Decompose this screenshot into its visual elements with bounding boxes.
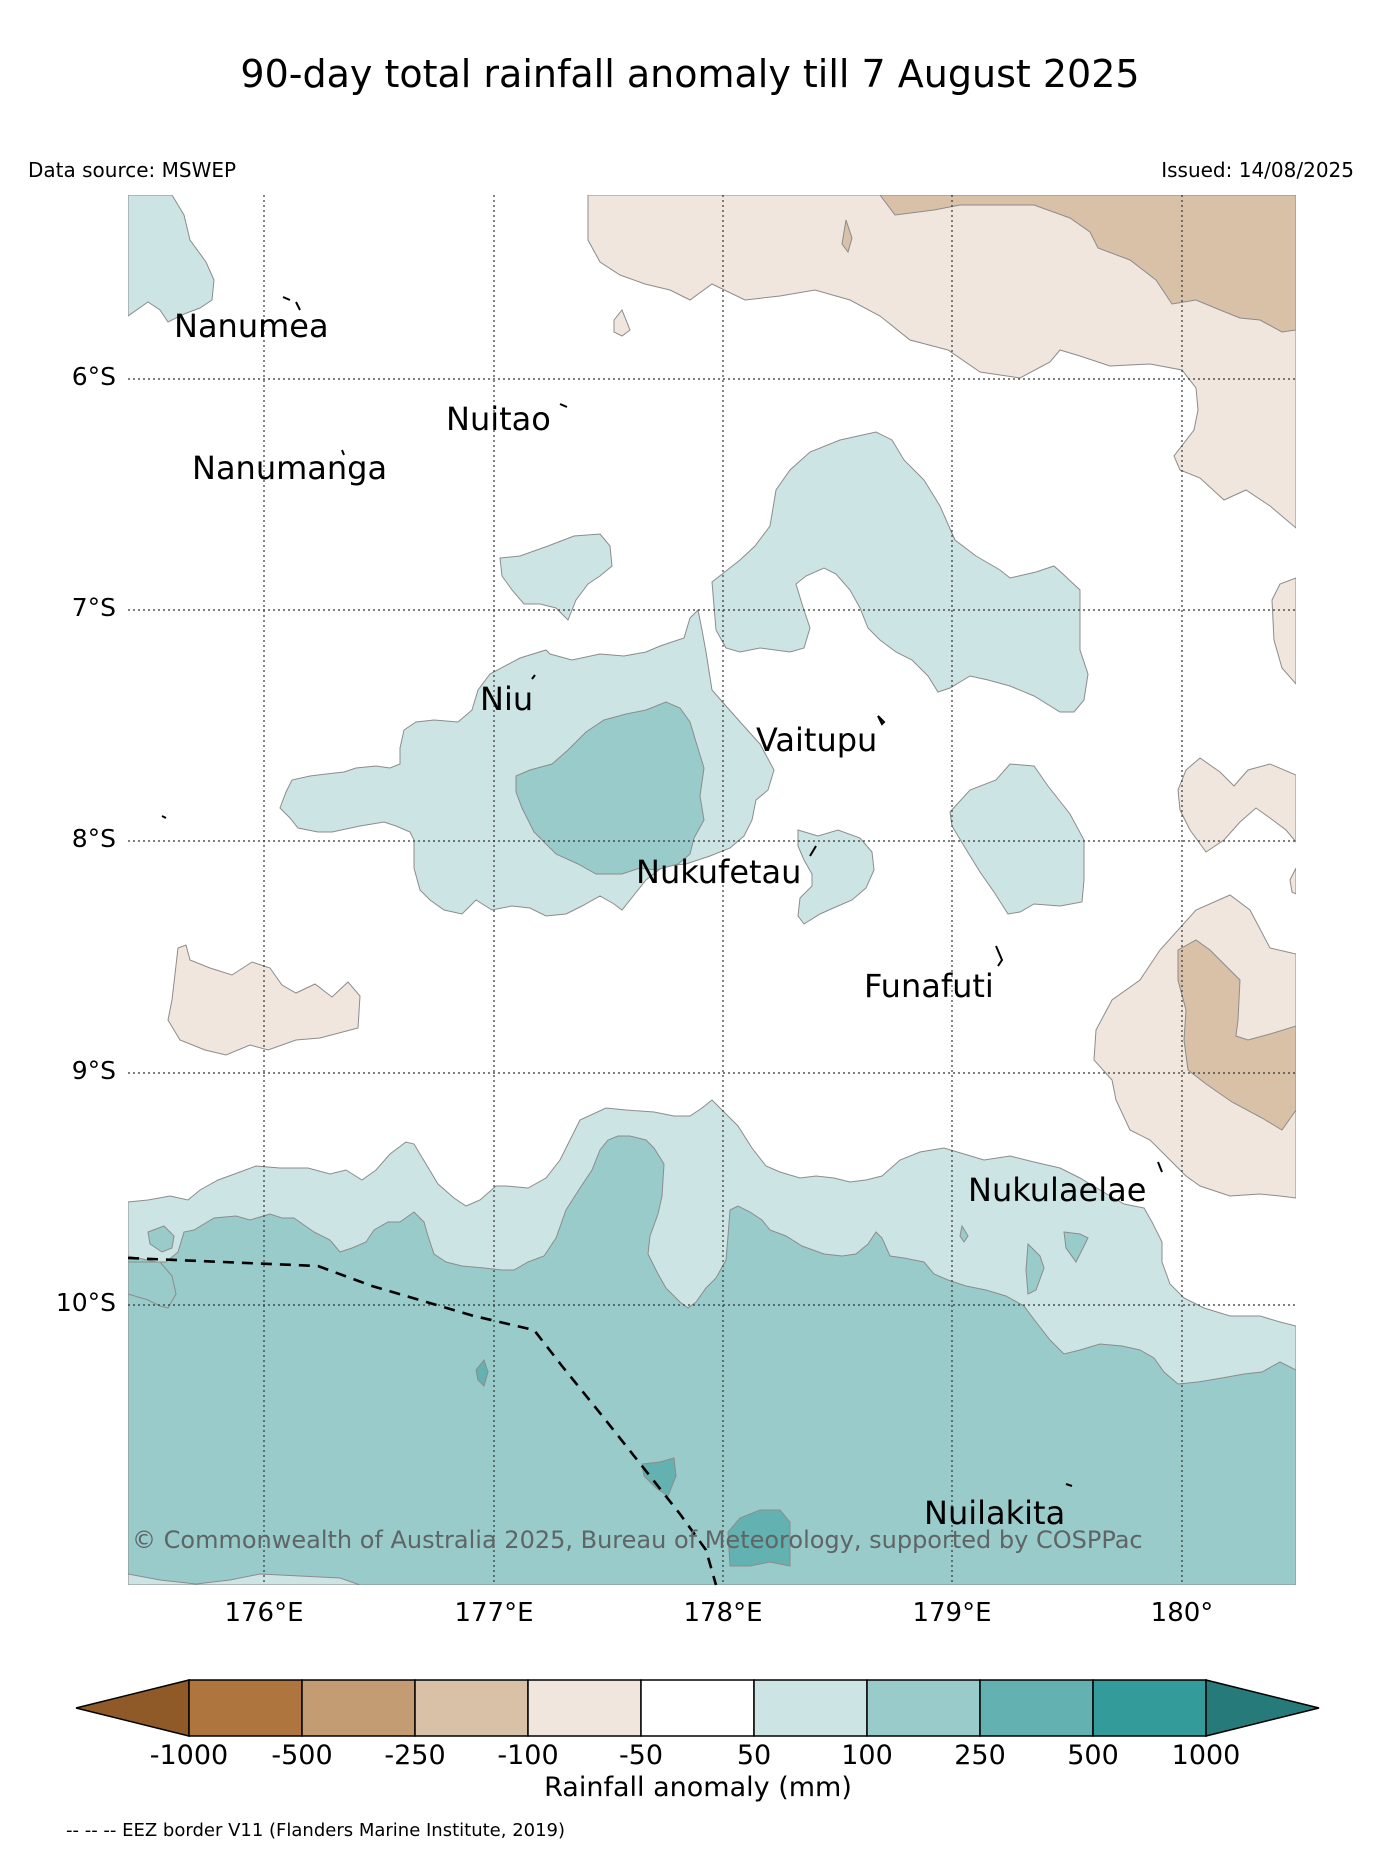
- lon-label-178e: 178°E: [683, 1598, 763, 1628]
- lat-label-7s: 7°S: [71, 593, 116, 622]
- lon-label-176e: 176°E: [224, 1598, 304, 1628]
- anomaly-region-wet-nw: [128, 195, 215, 323]
- nuitao-atoll-mark: [559, 403, 568, 408]
- anomaly-region-wet-strong2: [727, 1509, 791, 1567]
- anomaly-region-wet-sw-core2: [147, 1225, 175, 1253]
- island-label-funafuti: Funafuti: [864, 967, 994, 1005]
- lat-label-6s: 6°S: [71, 362, 116, 391]
- island-shapes: [161, 296, 1163, 1487]
- lon-label-177e: 177°E: [454, 1598, 534, 1628]
- colorbar-tick: -1000: [149, 1740, 229, 1771]
- colorbar-tick: -500: [271, 1740, 333, 1771]
- island-label-vaitupu: Vaitupu: [756, 721, 877, 759]
- nuilakita-atoll-mark: [1065, 1483, 1073, 1487]
- anomaly-region-dry-east-core: [1177, 939, 1296, 1131]
- colorbar-swatch-below-1000: [75, 1679, 190, 1737]
- anomaly-region-wet-small1: [1025, 1242, 1045, 1295]
- lat-label-8s: 8°S: [71, 824, 116, 853]
- map-title: 90-day total rainfall anomaly till 7 Aug…: [240, 52, 1140, 96]
- nanumanga-atoll-mark: [341, 449, 345, 456]
- colorbar-swatch-250-500: [979, 1679, 1094, 1737]
- colorbar-swatch-500-1000: [1092, 1679, 1207, 1737]
- vaitupu-atoll-mark: [877, 715, 886, 726]
- anomaly-region-dry-east2: [1177, 757, 1296, 853]
- anomaly-region-dry-ne: [879, 195, 1296, 333]
- data-source-label: Data source: MSWEP: [28, 158, 237, 182]
- graticule: [128, 195, 1296, 1585]
- anomaly-region-wet-south-core: [128, 1135, 1296, 1585]
- anomaly-region-wet-small2: [1063, 1231, 1089, 1263]
- island-label-niu: Niu: [480, 680, 533, 718]
- colorbar-tick: 250: [954, 1740, 1006, 1771]
- island-label-nanumea: Nanumea: [174, 307, 329, 345]
- island-label-nuilakita: Nuilakita: [924, 1494, 1065, 1532]
- colorbar-swatch-250-100: [414, 1679, 529, 1737]
- niu-atoll-mark: [531, 674, 536, 680]
- anomaly-region-wet-center: [711, 431, 1089, 713]
- island-label-nukufetau: Nukufetau: [636, 853, 801, 891]
- colorbar-swatch-above-1000: [1205, 1679, 1320, 1737]
- anomaly-region-dry-east1: [1271, 577, 1296, 685]
- lon-label-180: 180°: [1150, 1598, 1214, 1628]
- eez-legend-note: -- -- -- EEZ border V11 (Flanders Marine…: [66, 1820, 566, 1841]
- small-islet-mark: [161, 815, 167, 819]
- island-label-nanumanga: Nanumanga: [192, 449, 387, 487]
- anomaly-region-dry-east3: [1289, 867, 1296, 895]
- anomaly-region-wet-strong1: [641, 1457, 677, 1497]
- colorbar-tick: -50: [618, 1740, 664, 1771]
- lat-label-9s: 9°S: [71, 1056, 116, 1085]
- funafuti-atoll-mark: [995, 945, 1004, 967]
- nukulaelae-atoll-mark: [1157, 1161, 1163, 1173]
- anomaly-region-wet-upper-small: [499, 533, 613, 621]
- anomaly-region-wet-small3: [959, 1224, 969, 1243]
- lat-label-10s: 10°S: [55, 1288, 116, 1317]
- colorbar-tick: -100: [497, 1740, 559, 1771]
- colorbar-swatch-50-100: [753, 1679, 868, 1737]
- copyright-notice: © Commonwealth of Australia 2025, Bureau…: [132, 1526, 1143, 1554]
- colorbar-tick: 100: [841, 1740, 893, 1771]
- anomaly-region-wet-sw-core: [128, 1261, 177, 1309]
- colorbar: [75, 1679, 1320, 1737]
- anomaly-region-dry-north: [587, 195, 1296, 529]
- colorbar-tick: 50: [736, 1740, 772, 1771]
- colorbar-tick: 1000: [1171, 1740, 1241, 1771]
- colorbar-swatch-500-250: [301, 1679, 416, 1737]
- colorbar-tick: 500: [1067, 1740, 1119, 1771]
- colorbar-title: Rainfall anomaly (mm): [544, 1772, 852, 1803]
- lon-label-179e: 179°E: [912, 1598, 992, 1628]
- colorbar-swatch-1000-500: [188, 1679, 303, 1737]
- eez-border-line: [127, 1256, 718, 1586]
- anomaly-region-dry-north-small: [613, 309, 631, 337]
- nanumea-atoll-mark: [282, 296, 301, 311]
- anomaly-region-wet-niu-core: [515, 701, 705, 875]
- colorbar-swatch-100-50: [527, 1679, 642, 1737]
- anomaly-region-wet-east: [949, 763, 1085, 915]
- colorbar-tick: -250: [384, 1740, 446, 1771]
- nukufetau-atoll-mark: [809, 845, 817, 857]
- issued-date-label: Issued: 14/08/2025: [1161, 158, 1354, 182]
- anomaly-region-dry-ne-small: [841, 219, 853, 254]
- island-label-nuitao: Nuitao: [446, 400, 551, 438]
- colorbar-swatch-50-50: [640, 1679, 755, 1737]
- anomaly-region-wet-strong3: [475, 1358, 489, 1387]
- anomaly-region-wet-nukufetau: [797, 829, 875, 925]
- island-label-nukulaelae: Nukulaelae: [968, 1171, 1146, 1209]
- colorbar-swatch-100-250: [866, 1679, 981, 1737]
